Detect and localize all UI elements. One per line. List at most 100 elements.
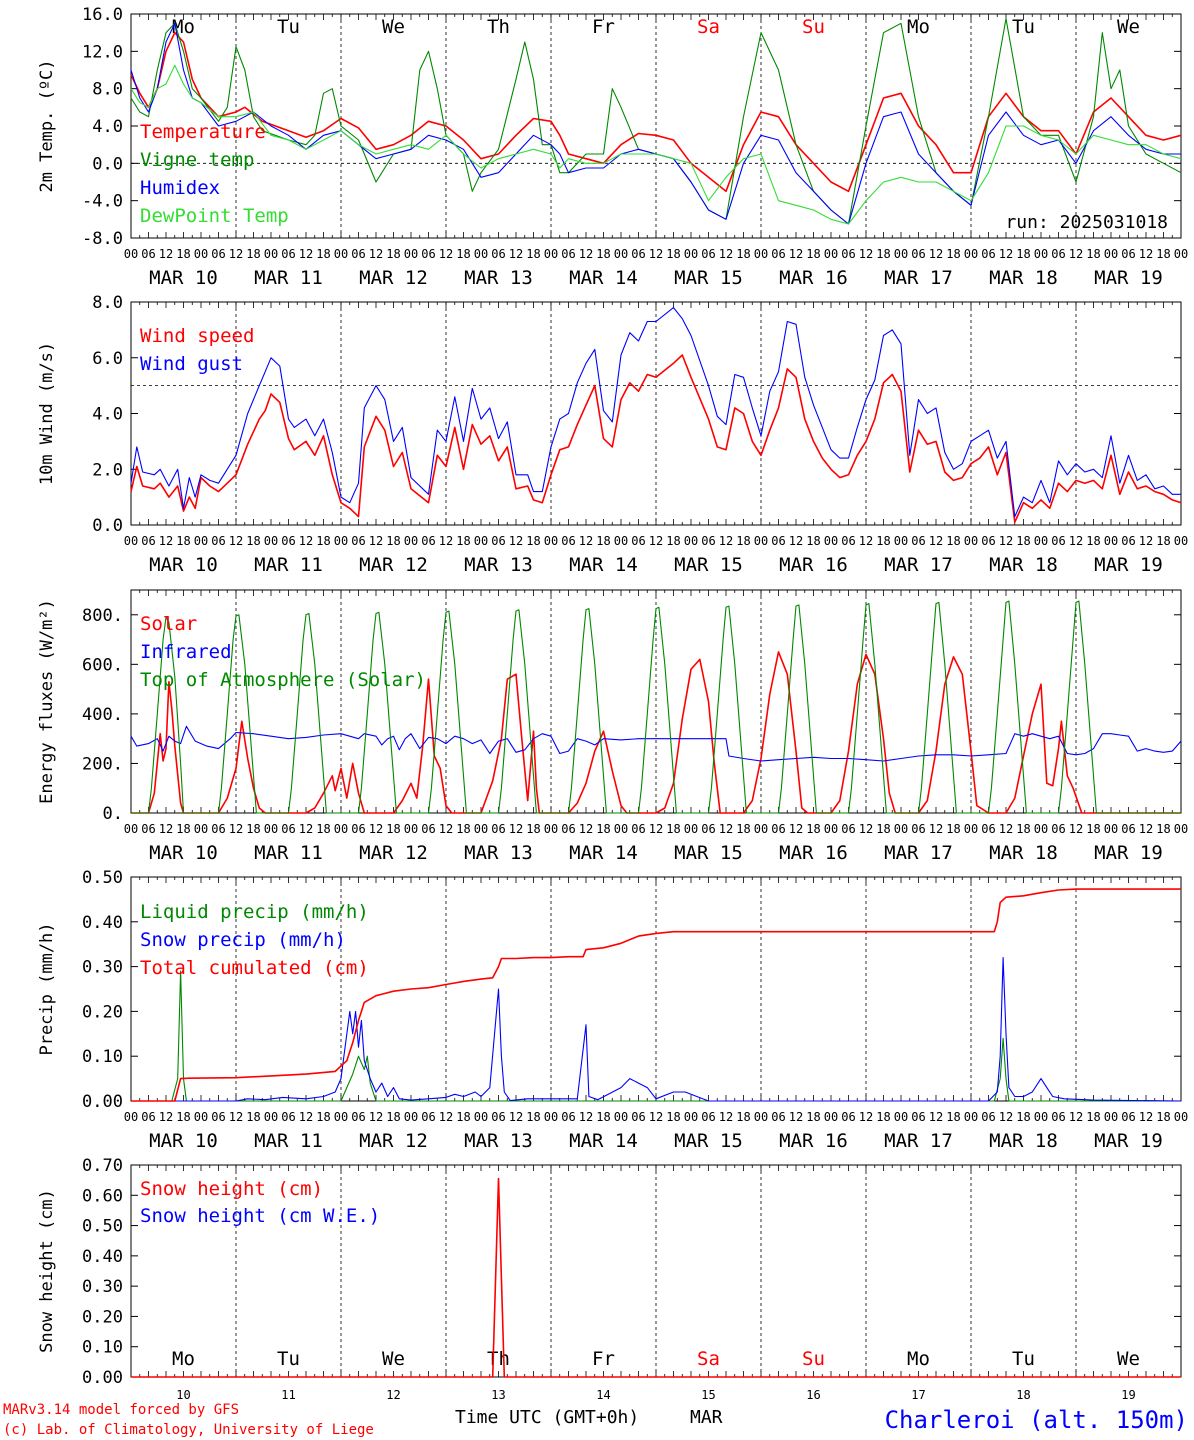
precip-date-label: MAR 13 [464, 1130, 533, 1152]
precip-date-label: MAR 11 [254, 1130, 323, 1152]
energy-hour-label: 06 [211, 822, 225, 836]
energy-date-label: MAR 10 [149, 842, 218, 864]
precip-ytick-label: 0.40 [82, 913, 123, 933]
energy-hour-label: 18 [246, 822, 260, 836]
energy-hour-label: 00 [124, 822, 138, 836]
temp-hour-label: 18 [176, 247, 190, 261]
energy-hour-label: 18 [456, 822, 470, 836]
energy-hour-label: 12 [1139, 822, 1153, 836]
precip-date-label: MAR 15 [674, 1130, 743, 1152]
precip-hour-label: 18 [246, 1110, 260, 1124]
temp-date-label: MAR 15 [674, 267, 743, 289]
energy-hour-label: 00 [684, 822, 698, 836]
wind-hour-label: 18 [316, 534, 330, 548]
snow-legend-entry: Snow height (cm) [140, 1178, 323, 1200]
temp-weekday-label: Sa [697, 16, 720, 38]
temp-date-label: MAR 18 [989, 267, 1058, 289]
temp-hour-label: 00 [614, 247, 628, 261]
snow-day-number: 18 [1016, 1388, 1030, 1402]
temp-hour-label: 06 [421, 247, 435, 261]
temp-ylabel: 2m Temp. (ºC) [37, 59, 57, 192]
wind-hour-label: 06 [211, 534, 225, 548]
wind-hour-label: 12 [789, 534, 803, 548]
temp-series-humidex [130, 22, 1181, 225]
snow-day-number: 16 [806, 1388, 820, 1402]
wind-hour-label: 06 [981, 534, 995, 548]
wind-hour-label: 00 [194, 534, 208, 548]
lab-credit: (c) Lab. of Climatology, University of L… [3, 1422, 374, 1438]
temp-hour-label: 18 [1156, 247, 1170, 261]
snow-day-number: 14 [596, 1388, 610, 1402]
precip-hour-label: 12 [369, 1110, 383, 1124]
wind-hour-label: 06 [281, 534, 295, 548]
energy-hour-label: 12 [999, 822, 1013, 836]
wind-hour-label: 12 [1069, 534, 1083, 548]
energy-hour-label: 06 [771, 822, 785, 836]
precip-hour-label: 12 [579, 1110, 593, 1124]
temp-date-label: MAR 16 [779, 267, 848, 289]
energy-hour-label: 06 [561, 822, 575, 836]
wind-hour-label: 18 [876, 534, 890, 548]
temp-hour-label: 06 [1121, 247, 1135, 261]
wind-hour-label: 12 [439, 534, 453, 548]
precip-hour-label: 18 [176, 1110, 190, 1124]
precip-hour-label: 00 [334, 1110, 348, 1124]
snow-legend-entry: Snow height (cm W.E.) [140, 1205, 380, 1227]
precip-ylabel: Precip (mm/h) [37, 922, 57, 1055]
precip-hour-label: 18 [946, 1110, 960, 1124]
temp-hour-label: 00 [1174, 247, 1188, 261]
energy-date-label: MAR 16 [779, 842, 848, 864]
snow-day-number: 19 [1121, 1388, 1135, 1402]
precip-hour-label: 12 [299, 1110, 313, 1124]
wind-hour-label: 06 [351, 534, 365, 548]
precip-hour-label: 00 [264, 1110, 278, 1124]
temp-hour-label: 06 [631, 247, 645, 261]
temp-weekday-label: Tu [1012, 16, 1035, 38]
wind-hour-label: 18 [806, 534, 820, 548]
temp-hour-label: 12 [229, 247, 243, 261]
temp-ytick-label: 8.0 [92, 80, 123, 100]
model-credit: MARv3.14 model forced by GFS [3, 1402, 239, 1418]
wind-date-label: MAR 13 [464, 554, 533, 576]
temp-hour-label: 06 [281, 247, 295, 261]
wind-hour-label: 00 [124, 534, 138, 548]
precip-hour-label: 06 [351, 1110, 365, 1124]
energy-date-label: MAR 19 [1094, 842, 1163, 864]
wind-hour-label: 12 [929, 534, 943, 548]
precip-hour-label: 06 [631, 1110, 645, 1124]
wind-ylabel: 10m Wind (m/s) [37, 342, 57, 485]
snow-weekday-label: Fr [592, 1348, 615, 1370]
energy-hour-label: 00 [1174, 822, 1188, 836]
wind-hour-label: 12 [229, 534, 243, 548]
energy-hour-label: 18 [736, 822, 750, 836]
wind-ytick-label: 6.0 [92, 349, 123, 369]
wind-hour-label: 12 [369, 534, 383, 548]
wind-hour-label: 06 [1051, 534, 1065, 548]
energy-hour-label: 12 [789, 822, 803, 836]
precip-hour-label: 18 [316, 1110, 330, 1124]
energy-series-top-of-atmosphere-solar [131, 600, 1181, 814]
temp-hour-label: 00 [1104, 247, 1118, 261]
temp-hour-label: 06 [491, 247, 505, 261]
precip-hour-label: 18 [736, 1110, 750, 1124]
wind-hour-label: 00 [1104, 534, 1118, 548]
energy-hour-label: 00 [404, 822, 418, 836]
energy-ylabel: Energy fluxes (W/m²) [37, 599, 57, 804]
snow-ytick-label: 0.20 [82, 1307, 123, 1327]
wind-hour-label: 00 [1174, 534, 1188, 548]
precip-date-label: MAR 19 [1094, 1130, 1163, 1152]
energy-hour-label: 00 [614, 822, 628, 836]
precip-hour-label: 12 [999, 1110, 1013, 1124]
temp-hour-label: 18 [386, 247, 400, 261]
wind-hour-label: 18 [1016, 534, 1030, 548]
temp-weekday-label: Su [802, 16, 825, 38]
wind-hour-label: 12 [1139, 534, 1153, 548]
precip-ytick-label: 0.20 [82, 1002, 123, 1022]
precip-hour-label: 06 [1121, 1110, 1135, 1124]
temp-hour-label: 00 [544, 247, 558, 261]
wind-date-label: MAR 11 [254, 554, 323, 576]
precip-hour-label: 00 [824, 1110, 838, 1124]
precip-hour-label: 12 [159, 1110, 173, 1124]
precip-hour-label: 12 [509, 1110, 523, 1124]
energy-hour-label: 18 [1016, 822, 1030, 836]
